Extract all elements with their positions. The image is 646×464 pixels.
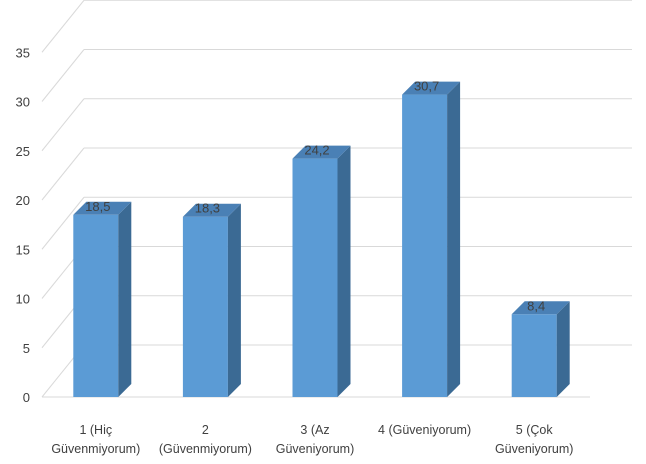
bar-front-face (402, 94, 448, 397)
bar-front-face (292, 158, 338, 397)
bar-front-face (511, 314, 557, 397)
data-label: 30,7 (414, 79, 439, 94)
x-category-label-line: 2 (202, 423, 209, 437)
gridline-diagonal (41, 98, 85, 152)
bar-side-face (337, 145, 351, 397)
bar-top-face (402, 81, 461, 95)
gridline-diagonal (41, 0, 85, 53)
gridline-diagonal (41, 147, 85, 201)
data-label: 24,2 (304, 143, 329, 158)
bar (402, 81, 461, 397)
y-tick-label: 30 (16, 95, 30, 110)
y-tick-label: 15 (16, 242, 30, 257)
x-category-label-line: Güveniyorum) (276, 442, 355, 456)
bar-side-face (447, 81, 461, 397)
bar-side-face (227, 203, 241, 397)
bar (182, 203, 241, 397)
y-tick-label: 0 (23, 390, 30, 405)
x-category-label-line: Güvenmiyorum) (51, 442, 140, 456)
gridlines (41, 0, 632, 398)
x-category-label: 3 (Az Güveniyorum) (276, 423, 355, 456)
x-category-label: 1 (Hiç Güvenmiyorum) (51, 423, 140, 456)
y-axis-tick-labels: 0 5 10 15 20 25 30 35 (16, 45, 30, 405)
bar-side-face (556, 301, 570, 397)
y-tick-label: 25 (16, 144, 30, 159)
data-label: 18,5 (85, 199, 110, 214)
bar (292, 145, 351, 397)
y-tick-label: 20 (16, 193, 30, 208)
bar-side-face (118, 201, 132, 397)
x-category-label-line: 4 (Güveniyorum) (378, 423, 471, 437)
y-tick-label: 35 (16, 45, 30, 60)
bar-front-face (182, 216, 228, 397)
x-axis-category-labels: 1 (Hiç Güvenmiyorum) 2 (Güvenmiyorum) 3 (Az G… (51, 423, 573, 456)
x-category-label-line: Güveniyorum) (495, 442, 574, 456)
bar (511, 301, 570, 397)
y-tick-label: 5 (23, 341, 30, 356)
x-category-label-line: 3 (Az (300, 423, 329, 437)
bars (73, 81, 570, 397)
bar-top-face (73, 201, 132, 215)
gridline-diagonal (41, 196, 85, 250)
x-category-label-line: (Güvenmiyorum) (159, 442, 252, 456)
gridline-diagonal (41, 49, 85, 102)
x-category-label-line: 5 (Çok (516, 423, 554, 437)
x-category-label-line: 1 (Hiç (79, 423, 112, 437)
x-category-label: 2 (Güvenmiyorum) (159, 423, 252, 456)
bar (73, 201, 132, 397)
bar-top-face (292, 145, 351, 159)
x-category-label: 4 (Güveniyorum) (378, 423, 471, 437)
data-labels: 18,5 18,3 24,2 30,7 8,4 (85, 79, 545, 314)
data-label: 8,4 (527, 298, 545, 313)
bar-front-face (73, 214, 119, 397)
data-label: 18,3 (195, 201, 220, 216)
bar-top-face (182, 203, 241, 217)
y-tick-label: 10 (16, 292, 30, 307)
bar-top-face (511, 301, 570, 315)
x-category-label: 5 (Çok Güveniyorum) (495, 423, 574, 456)
